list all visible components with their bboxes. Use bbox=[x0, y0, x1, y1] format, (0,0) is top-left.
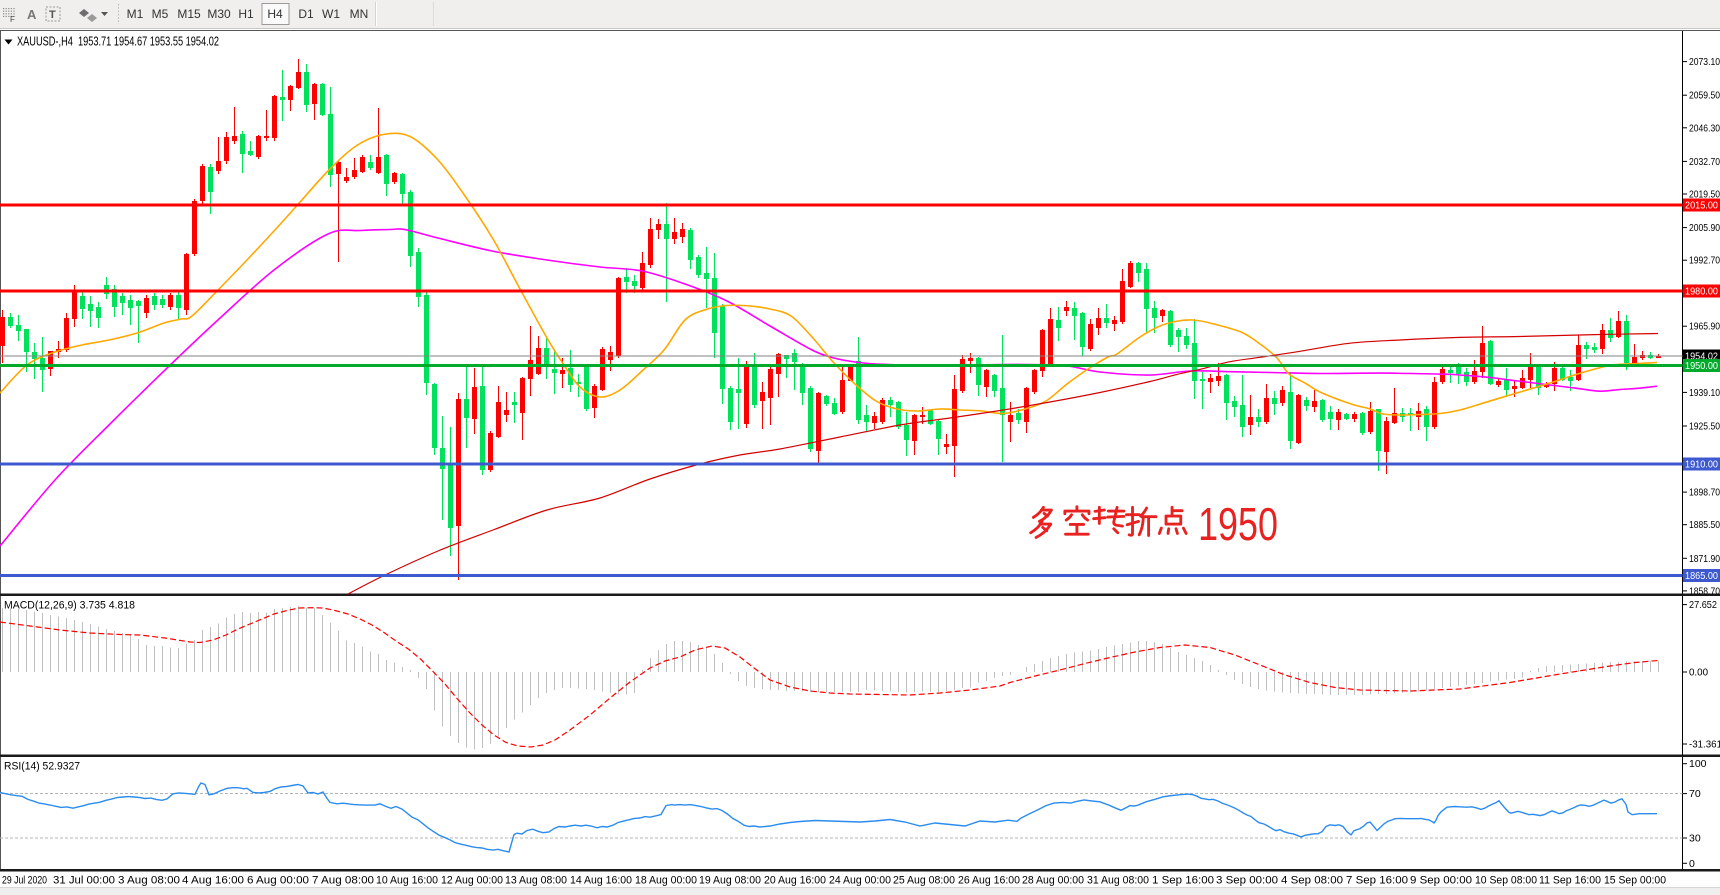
svg-text:0: 0 bbox=[1689, 858, 1695, 870]
svg-text:MN: MN bbox=[350, 7, 369, 21]
svg-text:F: F bbox=[10, 15, 15, 24]
svg-text:1980.00: 1980.00 bbox=[1685, 286, 1718, 298]
svg-text:1910.00: 1910.00 bbox=[1685, 459, 1718, 471]
svg-text:H4: H4 bbox=[267, 7, 283, 21]
svg-text:6 Aug 00:00: 6 Aug 00:00 bbox=[247, 875, 309, 887]
svg-text:3 Aug 08:00: 3 Aug 08:00 bbox=[118, 875, 180, 887]
svg-text:1965.90: 1965.90 bbox=[1689, 321, 1720, 333]
svg-text:24 Aug 00:00: 24 Aug 00:00 bbox=[829, 875, 891, 887]
svg-text:31 Aug 08:00: 31 Aug 08:00 bbox=[1087, 875, 1149, 887]
svg-text:9 Sep 00:00: 9 Sep 00:00 bbox=[1410, 875, 1472, 887]
svg-text:7 Sep 16:00: 7 Sep 16:00 bbox=[1346, 875, 1408, 887]
svg-text:29 Jul 2020: 29 Jul 2020 bbox=[2, 875, 47, 887]
svg-text:1865.00: 1865.00 bbox=[1685, 570, 1718, 582]
svg-text:1950: 1950 bbox=[1198, 499, 1278, 550]
svg-text:MACD(12,26,9) 3.735 4.818: MACD(12,26,9) 3.735 4.818 bbox=[4, 600, 135, 612]
svg-text:1950.00: 1950.00 bbox=[1685, 360, 1718, 372]
svg-text:4 Sep 08:00: 4 Sep 08:00 bbox=[1281, 875, 1343, 887]
svg-text:D1: D1 bbox=[298, 7, 314, 21]
svg-text:1858.70: 1858.70 bbox=[1689, 585, 1720, 597]
svg-text:25 Aug 08:00: 25 Aug 08:00 bbox=[893, 875, 955, 887]
svg-text:13 Aug 08:00: 13 Aug 08:00 bbox=[505, 875, 567, 887]
svg-text:1925.50: 1925.50 bbox=[1689, 421, 1720, 433]
svg-text:3 Sep 00:00: 3 Sep 00:00 bbox=[1216, 875, 1278, 887]
svg-text:30: 30 bbox=[1689, 833, 1701, 845]
svg-text:M15: M15 bbox=[177, 7, 201, 21]
svg-text:1871.90: 1871.90 bbox=[1689, 553, 1720, 565]
svg-text:1939.10: 1939.10 bbox=[1689, 387, 1720, 399]
svg-text:T: T bbox=[49, 9, 56, 21]
svg-text:2005.90: 2005.90 bbox=[1689, 222, 1720, 234]
svg-text:M30: M30 bbox=[207, 7, 231, 21]
svg-text:4 Aug 16:00: 4 Aug 16:00 bbox=[182, 875, 244, 887]
svg-text:XAUUSD-,H4 1953.71 1954.67 19: XAUUSD-,H4 1953.71 1954.67 1953.55 1954.… bbox=[17, 34, 219, 49]
svg-text:19 Aug 08:00: 19 Aug 08:00 bbox=[699, 875, 761, 887]
svg-text:M5: M5 bbox=[152, 7, 169, 21]
svg-text:1 Sep 16:00: 1 Sep 16:00 bbox=[1152, 875, 1214, 887]
svg-text:1885.50: 1885.50 bbox=[1689, 519, 1720, 531]
svg-text:1992.70: 1992.70 bbox=[1689, 255, 1720, 267]
svg-text:-31.361: -31.361 bbox=[1689, 739, 1720, 751]
svg-text:2073.10: 2073.10 bbox=[1689, 56, 1720, 68]
svg-text:2046.30: 2046.30 bbox=[1689, 122, 1720, 134]
svg-text:2032.70: 2032.70 bbox=[1689, 156, 1720, 168]
svg-text:18 Aug 00:00: 18 Aug 00:00 bbox=[635, 875, 697, 887]
svg-text:7 Aug 08:00: 7 Aug 08:00 bbox=[312, 875, 374, 887]
svg-text:27.652: 27.652 bbox=[1689, 599, 1717, 611]
svg-text:RSI(14) 52.9327: RSI(14) 52.9327 bbox=[4, 761, 80, 773]
svg-text:1898.70: 1898.70 bbox=[1689, 487, 1720, 499]
svg-text:H1: H1 bbox=[238, 7, 254, 21]
svg-text:0.00: 0.00 bbox=[1689, 667, 1708, 679]
svg-text:2019.50: 2019.50 bbox=[1689, 189, 1720, 201]
svg-text:31 Jul 00:00: 31 Jul 00:00 bbox=[53, 875, 115, 887]
svg-text:M1: M1 bbox=[127, 7, 144, 21]
svg-text:12 Aug 00:00: 12 Aug 00:00 bbox=[441, 875, 503, 887]
svg-text:15 Sep 00:00: 15 Sep 00:00 bbox=[1604, 875, 1666, 887]
svg-text:14 Aug 16:00: 14 Aug 16:00 bbox=[570, 875, 632, 887]
svg-text:100: 100 bbox=[1689, 758, 1707, 770]
svg-text:26 Aug 16:00: 26 Aug 16:00 bbox=[958, 875, 1020, 887]
svg-text:11 Sep 16:00: 11 Sep 16:00 bbox=[1539, 875, 1601, 887]
svg-text:A: A bbox=[27, 7, 37, 22]
svg-text:70: 70 bbox=[1689, 788, 1701, 800]
svg-text:28 Aug 00:00: 28 Aug 00:00 bbox=[1022, 875, 1084, 887]
svg-text:10 Aug 16:00: 10 Aug 16:00 bbox=[376, 875, 438, 887]
svg-text:20 Aug 16:00: 20 Aug 16:00 bbox=[764, 875, 826, 887]
svg-text:10 Sep 08:00: 10 Sep 08:00 bbox=[1475, 875, 1537, 887]
svg-text:2015.00: 2015.00 bbox=[1685, 200, 1718, 212]
svg-text:2059.50: 2059.50 bbox=[1689, 90, 1720, 102]
svg-text:W1: W1 bbox=[322, 7, 340, 21]
